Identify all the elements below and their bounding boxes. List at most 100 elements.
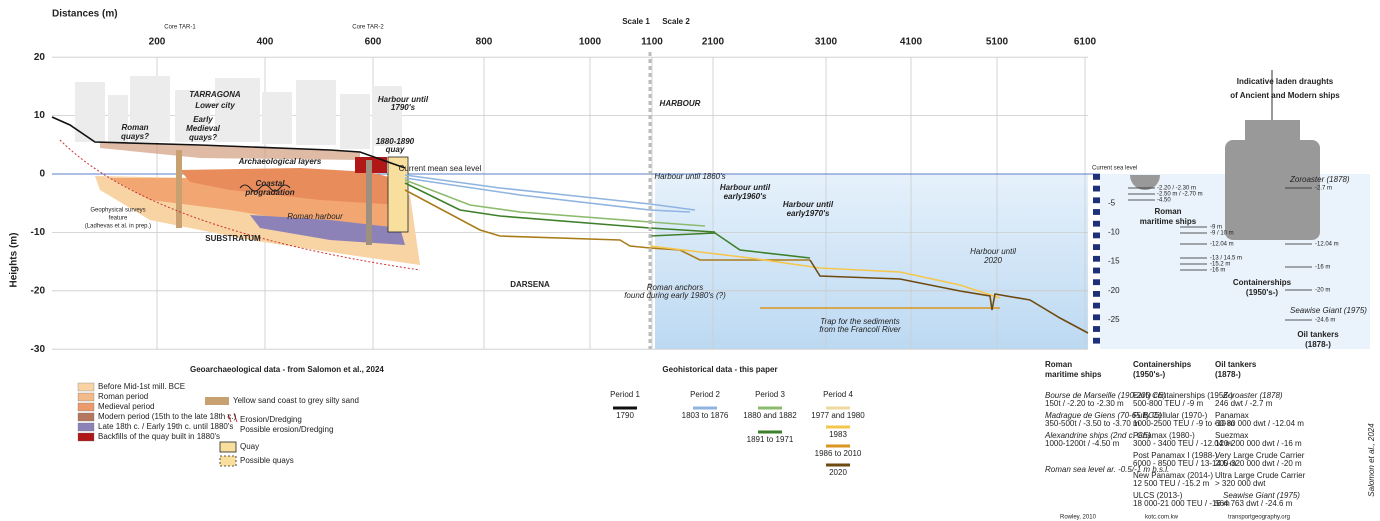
label: Geophysical surveys — [90, 208, 145, 214]
swatch — [219, 441, 237, 453]
label: 800 — [476, 37, 493, 48]
label: 350-500t / -3.50 to -3.70 m — [1045, 419, 1140, 428]
label: -9 / 10 m — [1210, 231, 1234, 237]
scale-block — [1093, 174, 1100, 180]
label: Containerships — [1133, 360, 1192, 369]
label: -9 m — [1210, 225, 1222, 231]
label: -12.04 m — [1210, 242, 1234, 248]
label: Zoroaster (1878) — [1222, 391, 1283, 400]
label: TARRAGONA — [189, 90, 241, 99]
label: 1977 and 1980 — [811, 411, 865, 420]
label: early1960's — [724, 192, 767, 201]
label: Seawise Giant (1975) — [1290, 306, 1367, 315]
label: 1986 to 2010 — [815, 449, 862, 458]
label: Period 3 — [755, 390, 785, 399]
label: Oil tankers — [1215, 360, 1257, 369]
label: Backfills of the quay built in 1880's — [98, 432, 220, 441]
label: -4.50 — [1157, 198, 1171, 204]
label: Core TAR-2 — [352, 25, 384, 31]
city-silhouette — [75, 76, 402, 149]
scale-block — [1093, 326, 1100, 332]
label: Containerships — [1233, 278, 1292, 287]
label: 564 763 dwt / -24.6 m — [1215, 499, 1293, 508]
label: 1000 — [579, 37, 602, 48]
swatch — [77, 412, 95, 422]
label: Post Panamax I (1988-) — [1133, 451, 1218, 460]
label: -2.50 m / -2.70 m — [1157, 192, 1203, 198]
label: of Ancient and Modern ships — [1230, 91, 1340, 100]
label: feature — [109, 216, 128, 222]
label: 2020 — [983, 256, 1002, 265]
label: Early containerships (1956-) — [1133, 391, 1233, 400]
label: Medieval — [186, 124, 221, 133]
label: Harbour until — [378, 95, 429, 104]
swatch — [77, 392, 95, 402]
label: Harbour until — [783, 200, 834, 209]
label: Heights (m) — [9, 233, 20, 288]
label: Lower city — [195, 101, 235, 110]
scale-block — [1093, 291, 1100, 297]
label: Quay — [240, 442, 259, 451]
label: Panamax (1980-) — [1133, 431, 1195, 440]
swatch — [77, 432, 95, 442]
label: Distances (m) — [52, 9, 118, 20]
label: DARSENA — [510, 280, 550, 289]
label: Zoroaster (1878) — [1289, 175, 1350, 184]
label: Roman harbour — [287, 212, 343, 221]
label: 0 — [39, 169, 45, 180]
legend-swatches — [77, 382, 850, 467]
scale-block — [1093, 279, 1100, 286]
label: -20 m — [1315, 288, 1330, 294]
label: Coastal — [256, 179, 286, 188]
scale-block — [1093, 185, 1100, 192]
label: Scale 1 — [622, 17, 650, 26]
label: Harbour until 1860's — [654, 172, 725, 181]
label: -2.20 / -2.30 m — [1157, 186, 1196, 192]
label: 1891 to 1971 — [747, 435, 794, 444]
label: 1000-2500 TEU / -9 to -10 m — [1133, 419, 1235, 428]
label: Possible quays — [240, 456, 294, 465]
label: 1790's — [391, 103, 416, 112]
geoarch-section — [59, 139, 421, 271]
label: early1970's — [787, 209, 830, 218]
right-scale — [1093, 174, 1100, 344]
label: 400 — [257, 37, 274, 48]
label: SUBSTRATUM — [205, 234, 261, 243]
label: Scale 2 — [662, 17, 690, 26]
label: Roman — [1045, 360, 1072, 369]
label: Trap for the sediments — [820, 317, 899, 326]
swatch — [77, 402, 95, 412]
label: Roman anchors — [647, 283, 703, 292]
label: HARBOUR — [660, 99, 701, 108]
label: 246 dwt / -2.7 m — [1215, 399, 1273, 408]
arrow — [227, 413, 238, 423]
label: 120-200 000 dwt / -16 m — [1215, 439, 1302, 448]
label: Erosion/Dredging — [240, 415, 302, 424]
label: Panamax — [1215, 411, 1249, 420]
label: Late 18th c. / Early 19th c. until 1880'… — [98, 422, 233, 431]
label: 5100 — [986, 37, 1009, 48]
label: (1878-) — [1305, 340, 1331, 349]
label: -12.04 m — [1315, 242, 1339, 248]
scale-block — [1093, 314, 1100, 321]
label: Harbour until — [720, 183, 771, 192]
label: Current mean sea level — [399, 164, 482, 173]
ship-silhouettes — [1130, 70, 1320, 240]
swatch — [77, 422, 95, 432]
label: Period 1 — [610, 390, 640, 399]
label: kotc.com.kw — [1145, 515, 1179, 521]
label: (1950's-) — [1246, 288, 1278, 297]
label: 6000 - 8500 TEU / 13-14.5 m — [1133, 459, 1237, 468]
label: 150t / -2.20 to -2.30 m — [1045, 399, 1124, 408]
label: > 320 000 dwt — [1215, 479, 1266, 488]
scale-block — [1093, 244, 1100, 250]
label: 18 000-21 000 TEU / -16 m — [1133, 499, 1230, 508]
swatch — [219, 455, 237, 467]
label: New Panamax (2014-) — [1133, 471, 1213, 480]
label: -2.7 m — [1315, 186, 1332, 192]
label: (1878-) — [1215, 370, 1241, 379]
label: 600 — [365, 37, 382, 48]
scale-block — [1093, 302, 1100, 309]
scale-block — [1093, 267, 1100, 274]
label: Seawise Giant (1975) — [1223, 491, 1300, 500]
